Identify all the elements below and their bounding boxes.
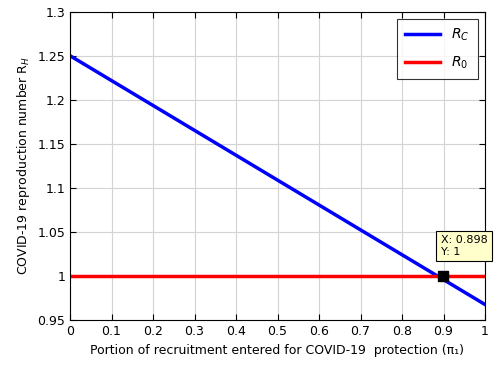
$R_C$ (67, 53, 73, 58)
$R_C$ (250, 163, 256, 168)
Line: $R_C$: $R_C$ (70, 56, 485, 305)
$R_0$ (390, 274, 396, 279)
$R_C$ (390, 247, 396, 252)
$R_C$ (482, 302, 488, 307)
$R_C$ (398, 252, 404, 257)
$R_0$ (235, 274, 241, 279)
$R_0$ (250, 274, 256, 279)
Y-axis label: COVID-19 reproduction number R$_H$: COVID-19 reproduction number R$_H$ (14, 56, 32, 276)
$R_C$ (235, 154, 241, 159)
$R_0$ (482, 274, 488, 279)
Text: X: 0.898
Y: 1: X: 0.898 Y: 1 (440, 235, 488, 257)
X-axis label: Portion of recruitment entered for COVID-19  protection (π₁): Portion of recruitment entered for COVID… (90, 344, 464, 357)
$R_0$ (67, 274, 73, 279)
$R_0$ (110, 274, 116, 279)
$R_0$ (352, 274, 358, 279)
$R_C$ (352, 224, 358, 229)
$R_C$ (110, 79, 116, 83)
$R_0$ (398, 274, 404, 279)
Legend: $R_C$, $R_0$: $R_C$, $R_0$ (397, 19, 478, 79)
